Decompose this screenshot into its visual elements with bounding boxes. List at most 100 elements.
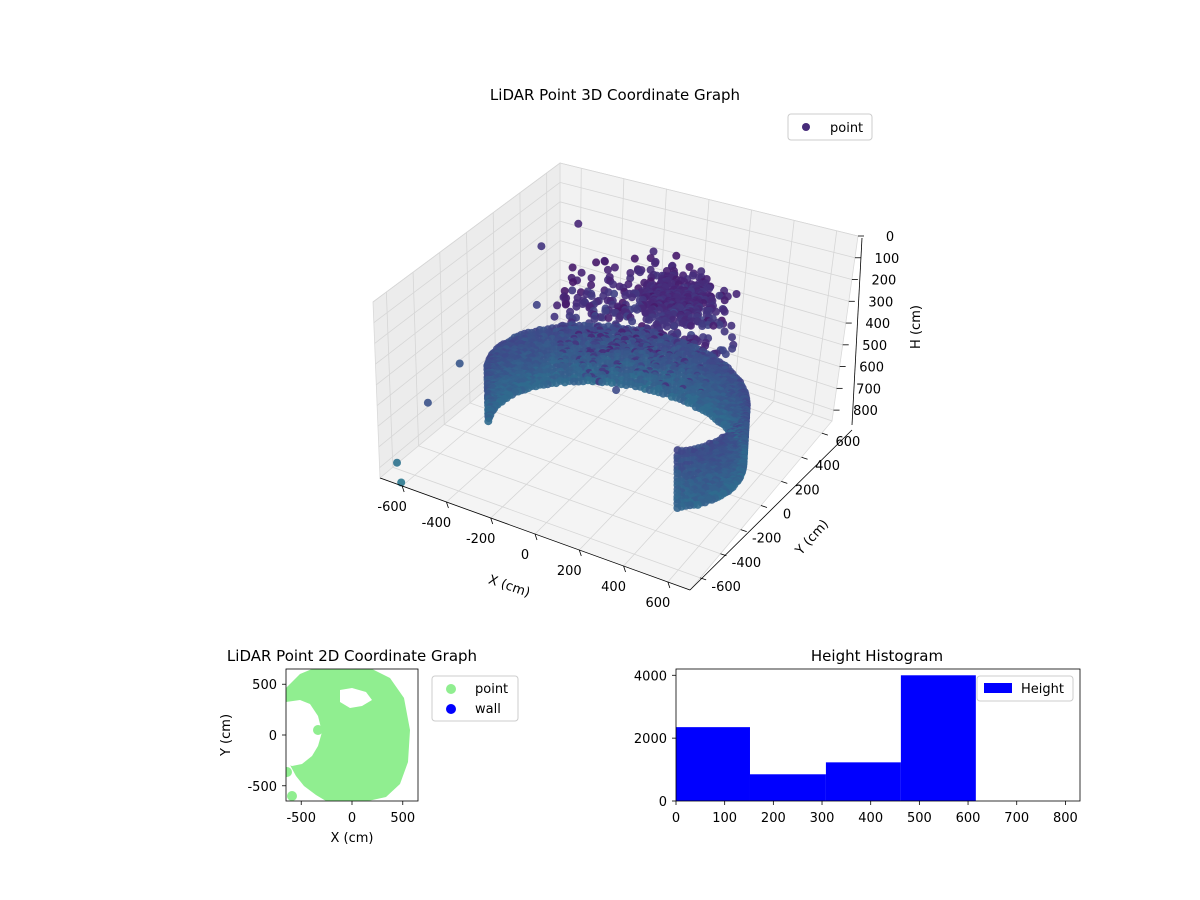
cloud-point (728, 344, 737, 353)
hist-bars (676, 675, 976, 801)
cloud-point (598, 313, 607, 322)
y-tick-5 (801, 456, 808, 460)
y-tick-label-6: 600 (835, 435, 860, 450)
cloud-point (732, 290, 741, 298)
cloud-point (592, 258, 601, 267)
hist-bar-1 (749, 774, 826, 801)
cloud-point (641, 309, 650, 318)
cloud-point (572, 302, 581, 311)
2d-point-blob (286, 767, 292, 777)
2d-point-blob-2 (287, 791, 297, 801)
y-tick-label-3: 0 (783, 508, 791, 523)
cloud-point (609, 280, 618, 289)
cloud-point (560, 378, 569, 387)
cloud-point (578, 300, 587, 308)
2d-empty-bay (340, 688, 372, 708)
cloud-point (397, 478, 406, 487)
cloud-point (721, 350, 730, 359)
cloud-point (709, 321, 718, 330)
cloud-point (720, 327, 729, 336)
legend-2d-wall-label: wall (475, 702, 501, 717)
cloud-point (423, 398, 432, 407)
cloud-point (612, 386, 621, 395)
x-tick-2 (490, 517, 494, 525)
cloud-point (636, 268, 644, 277)
cloud-point (570, 377, 578, 386)
y-tick-1 (720, 553, 727, 557)
hist-bar-3 (900, 675, 976, 801)
hist-x-tick-label-1: 100 (712, 811, 737, 826)
grid-z-5 (376, 259, 843, 406)
cloud-point (669, 322, 678, 331)
cloud-point (601, 306, 610, 315)
cloud-point (550, 312, 559, 321)
x-tick-3 (534, 533, 538, 541)
2d-x-axis-label: X (cm) (331, 831, 374, 846)
cloud-point (598, 378, 607, 387)
legend-2d-wall-marker (446, 704, 456, 714)
cloud-point (588, 377, 597, 386)
2d-x-tick-label-2: 500 (390, 811, 415, 826)
cloud-point (712, 307, 720, 316)
cloud-point (720, 296, 729, 305)
cloud-point (600, 257, 609, 266)
grid-z-3 (375, 220, 849, 365)
cloud-point (531, 382, 540, 391)
x-tick-label-6: 600 (645, 596, 670, 611)
grid-y-2 (439, 252, 741, 531)
hist-y-tick-label-1: 2000 (634, 732, 667, 747)
2d-y-tick-label-1: 0 (269, 729, 277, 744)
y-tick-4 (781, 480, 788, 484)
cloud-point (686, 321, 695, 330)
hist-x-tick-label-6: 600 (956, 811, 981, 826)
y-tick-label-5: 400 (815, 459, 840, 474)
legend-point-label: point (830, 121, 863, 136)
2d-point-blob-4 (323, 703, 333, 713)
cloud-point (659, 389, 668, 398)
z-tick-label-7: 700 (856, 382, 881, 397)
cloud-point (484, 417, 493, 426)
legend-point-marker (802, 123, 810, 131)
cloud-point (649, 247, 658, 256)
2d-y-tick-label-0: -500 (247, 780, 277, 795)
cloud-point (720, 307, 729, 316)
z-tick-label-8: 800 (853, 404, 878, 419)
grid-z-4 (376, 240, 846, 386)
y-tick-label-4: 200 (795, 483, 820, 498)
cloud-point (610, 263, 619, 272)
cloud-point (727, 321, 736, 330)
cloud-point (568, 286, 577, 295)
cloud-point (561, 300, 570, 309)
cloud-point (607, 378, 616, 387)
cloud-point (633, 305, 642, 314)
y-tick-label-1: -400 (732, 556, 762, 571)
cloud-point (587, 292, 596, 300)
y-tick-0 (700, 577, 707, 581)
grid-z-0 (372, 162, 859, 303)
y-tick-3 (760, 505, 768, 508)
z-tick-label-4: 400 (865, 317, 890, 332)
grid-y-1 (412, 272, 721, 555)
x-tick-5 (623, 565, 626, 573)
cloud-point (672, 251, 681, 260)
z-axis-line (851, 237, 863, 426)
cloud-point (698, 322, 707, 330)
3d-ticks: -600-400-2000200400600-600-400-200020040… (377, 230, 899, 611)
hist-plot-frame (675, 668, 1081, 802)
legend-hist-swatch (984, 683, 1012, 693)
cloud-point (622, 381, 631, 390)
height-histogram: Height Histogram 0 100 200 300 400 500 600 700 8… (634, 647, 1081, 826)
legend-hist-label: Height (1021, 682, 1064, 697)
hist-y-tick-label-0: 0 (659, 795, 667, 810)
legend-3d: point (787, 113, 873, 141)
grid-x-6 (667, 230, 838, 583)
legend-2d-point-marker (446, 684, 456, 694)
cloud-point (645, 315, 653, 324)
x-tick-label-2: -200 (466, 532, 496, 547)
y-tick-2 (740, 529, 747, 533)
cloud-point (574, 219, 583, 228)
y-tick-label-0: -600 (711, 580, 741, 595)
2d-y-tick-label-2: 500 (252, 678, 277, 693)
hist-ticks: 0 100 200 300 400 500 600 700 800 0 2000 4000 (634, 669, 1078, 826)
